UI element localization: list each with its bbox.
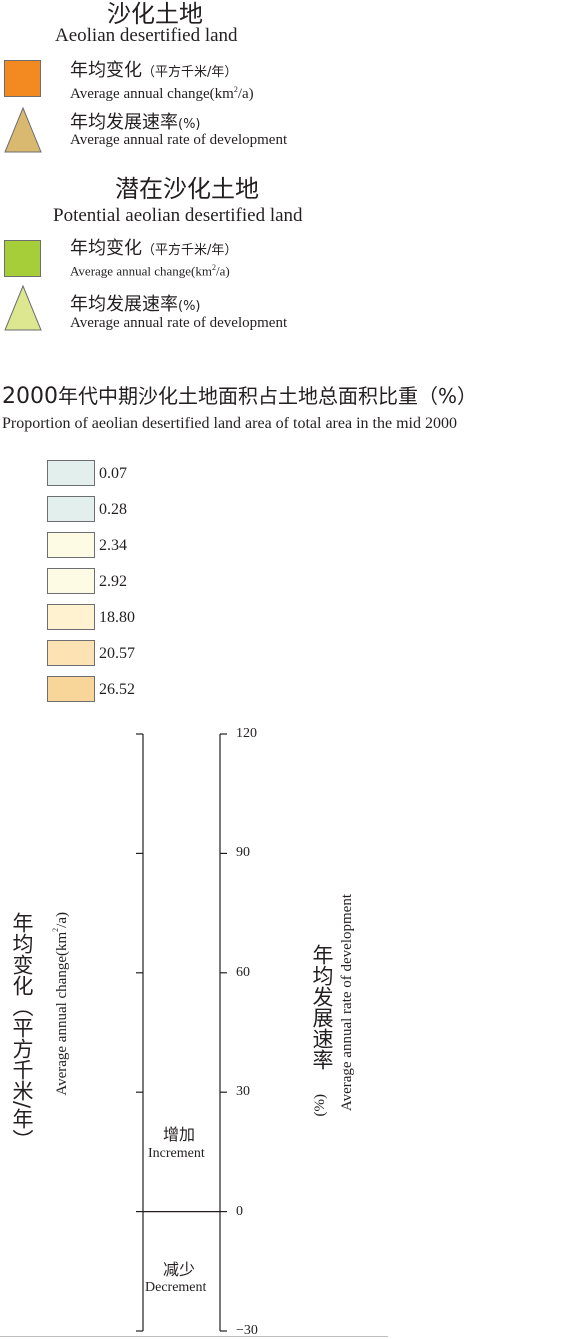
right-axis-unit: (%) xyxy=(312,1094,328,1117)
class-swatch xyxy=(47,604,95,630)
potential-rate-label-zh: 年均发展速率(%) xyxy=(70,294,201,315)
class-swatch xyxy=(47,532,95,558)
class-label: 20.57 xyxy=(99,645,135,662)
desertified-rate-label-zh: 年均发展速率(%) xyxy=(70,112,201,133)
proportion-title-zh: 2000年代中期沙化土地面积占土地总面积比重（%） xyxy=(2,384,478,409)
desertified-change-label-en: Average annual change(km2/a) xyxy=(70,85,254,102)
desertified-title-en: Aeolian desertified land xyxy=(55,25,238,46)
proportion-title-en: Proportion of aeolian desertified land a… xyxy=(2,415,457,432)
right-tick-label: 0 xyxy=(236,1203,243,1219)
class-label: 0.07 xyxy=(99,465,127,482)
potential-title-en: Potential aeolian desertified land xyxy=(53,205,303,226)
orange-square-icon xyxy=(4,60,41,97)
desertified-title-zh: 沙化土地 xyxy=(107,0,203,28)
class-swatch xyxy=(47,640,95,666)
class-swatch xyxy=(47,568,95,594)
right-axis-title-en: Average annual rate of development xyxy=(339,894,355,1112)
class-label: 18.80 xyxy=(99,609,135,626)
increment-label-zh: 增加 xyxy=(163,1125,196,1144)
class-swatch xyxy=(47,676,95,702)
decrement-label-zh: 减少 xyxy=(163,1260,196,1279)
tan-triangle-icon xyxy=(4,106,42,153)
class-label: 0.28 xyxy=(99,501,127,518)
decrement-label-en: Decrement xyxy=(145,1280,207,1295)
left-axis-title-zh: 年均变化（平方千米/年） xyxy=(10,912,34,1151)
potential-change-label-en: Average annual change(km2/a) xyxy=(70,263,230,279)
desertified-change-label-zh: 年均变化（平方千米/年） xyxy=(70,60,238,81)
green-square-icon xyxy=(4,240,41,277)
potential-rate-label-en: Average annual rate of development xyxy=(70,315,288,331)
increment-label-en: Increment xyxy=(148,1146,205,1161)
left-axis-title-en: Average annual change(km2/a) xyxy=(51,912,70,1096)
class-label: 26.52 xyxy=(99,681,135,698)
right-tick-label: 30 xyxy=(236,1084,250,1100)
class-swatch xyxy=(47,460,95,486)
potential-title-zh: 潜在沙化土地 xyxy=(115,175,259,203)
right-tick-label: 90 xyxy=(236,845,250,861)
right-axis-title-zh: 年均发展速率 xyxy=(310,944,334,1070)
right-tick-label: 60 xyxy=(236,964,250,980)
class-label: 2.34 xyxy=(99,537,127,554)
right-tick-label: 120 xyxy=(236,726,257,741)
class-label: 2.92 xyxy=(99,573,127,590)
class-swatch xyxy=(47,496,95,522)
desertified-rate-label-en: Average annual rate of development xyxy=(70,132,288,148)
light-green-triangle-icon xyxy=(4,284,42,331)
right-tick-label: −30 xyxy=(236,1323,258,1338)
potential-change-label-zh: 年均变化（平方千米/年） xyxy=(70,238,238,259)
